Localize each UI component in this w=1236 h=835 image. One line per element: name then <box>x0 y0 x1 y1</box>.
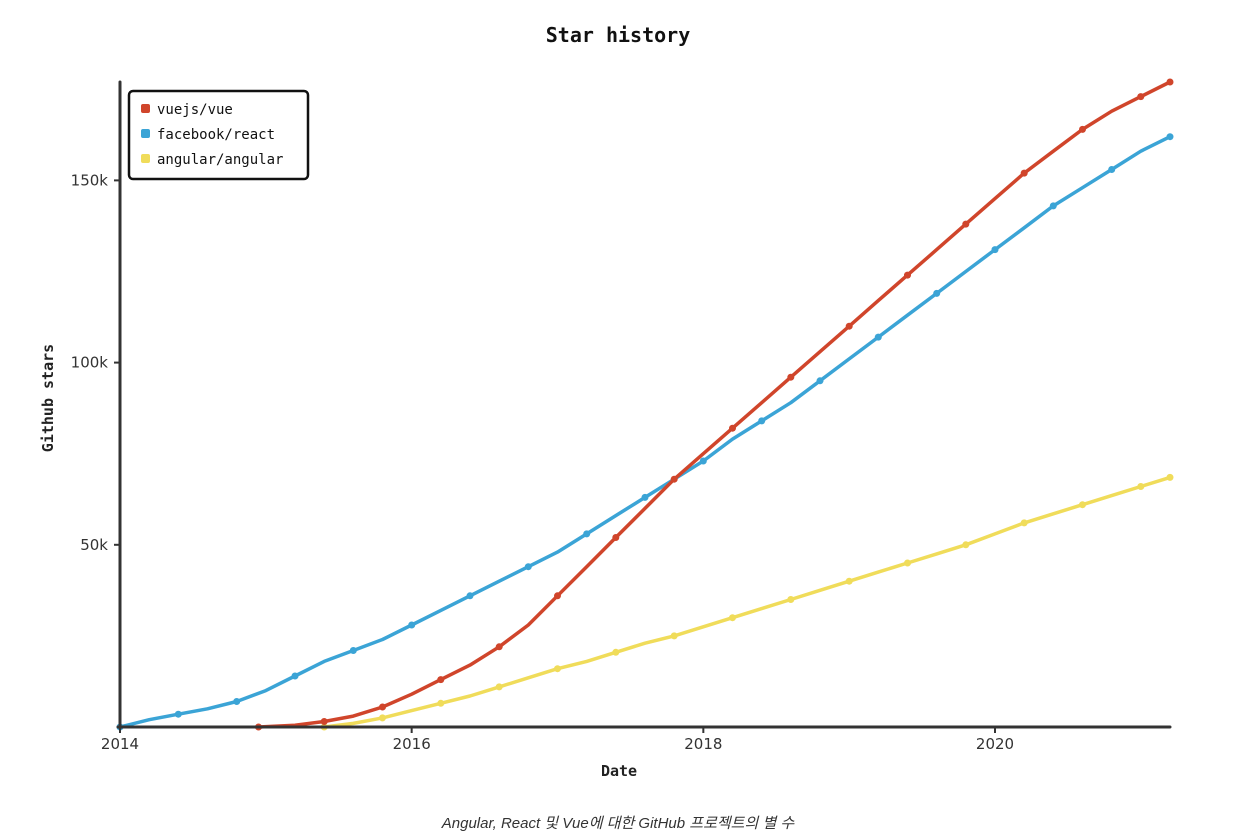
data-point-react <box>1049 202 1057 210</box>
legend-label-angular: angular/angular <box>157 152 283 168</box>
x-tick-label: 2020 <box>976 735 1014 753</box>
legend-swatch-angular <box>141 154 150 163</box>
data-point-vue <box>1137 93 1145 101</box>
data-point-react <box>466 592 474 600</box>
series-layer <box>116 78 1174 731</box>
x-tick-label: 2016 <box>393 735 431 753</box>
data-point-vue <box>670 475 678 483</box>
data-point-vue <box>1020 169 1028 177</box>
x-axis-label: Date <box>601 762 637 780</box>
data-point-react <box>291 672 299 680</box>
y-axis-label: Github stars <box>39 344 57 452</box>
data-point-react <box>174 710 182 718</box>
y-tick-label: 50k <box>80 536 108 554</box>
data-point-angular <box>612 648 620 656</box>
legend-swatch-vue <box>141 104 150 113</box>
data-point-vue <box>1166 78 1174 86</box>
data-point-react <box>1166 133 1174 141</box>
data-point-react <box>583 530 591 538</box>
data-point-react <box>524 563 532 571</box>
data-point-vue <box>320 718 328 725</box>
data-point-react <box>641 493 649 501</box>
x-tick-label: 2014 <box>101 735 139 753</box>
data-point-vue <box>904 271 911 279</box>
data-point-vue <box>729 424 736 432</box>
data-point-vue <box>1079 125 1086 133</box>
series-line-angular <box>322 475 1172 729</box>
data-point-angular <box>1137 483 1145 490</box>
data-point-react <box>816 377 824 385</box>
data-point-react <box>349 647 357 654</box>
data-point-vue <box>962 220 970 228</box>
data-point-vue <box>437 676 445 684</box>
figure-caption: Angular, React 및 Vue에 대한 GitHub 프로젝트의 별 … <box>441 815 795 832</box>
data-point-react <box>758 417 766 425</box>
data-point-angular <box>1020 519 1028 527</box>
data-point-angular <box>904 559 911 567</box>
data-point-angular <box>670 632 678 640</box>
data-point-react <box>233 698 241 705</box>
data-point-react <box>991 246 999 254</box>
data-point-angular <box>845 577 853 585</box>
y-tick-label: 100k <box>71 354 109 372</box>
legend-label-react: facebook/react <box>157 127 275 143</box>
x-tick-label: 2018 <box>684 735 722 753</box>
data-point-vue <box>787 373 795 381</box>
series-line-react <box>118 134 1172 729</box>
data-point-angular <box>962 541 970 549</box>
data-point-vue <box>554 592 561 600</box>
data-point-angular <box>379 714 386 722</box>
data-point-vue <box>379 703 386 711</box>
data-point-angular <box>495 683 503 691</box>
data-point-angular <box>1079 501 1086 509</box>
data-point-angular <box>787 596 795 603</box>
data-point-angular <box>554 665 561 673</box>
data-point-react <box>699 457 707 465</box>
legend-label-vue: vuejs/vue <box>157 102 233 118</box>
data-point-angular <box>1166 473 1174 481</box>
data-point-react <box>874 333 882 341</box>
data-point-vue <box>612 534 620 541</box>
data-point-vue <box>845 322 853 330</box>
data-point-angular <box>437 699 445 707</box>
data-point-vue <box>495 643 503 651</box>
y-tick-label: 150k <box>71 171 109 189</box>
data-point-angular <box>729 614 736 622</box>
data-point-react <box>933 289 941 297</box>
legend-swatch-react <box>141 129 150 138</box>
chart-title: Star history <box>546 23 691 47</box>
data-point-react <box>1108 166 1116 173</box>
legend-box <box>127 89 310 181</box>
data-point-react <box>408 621 416 629</box>
ticks-layer: 2014 2016 2018 2020 50k 100k 150k <box>71 171 1014 753</box>
series-line-vue <box>256 80 1172 729</box>
legend: vuejs/vue facebook/react angular/angular <box>127 89 310 181</box>
